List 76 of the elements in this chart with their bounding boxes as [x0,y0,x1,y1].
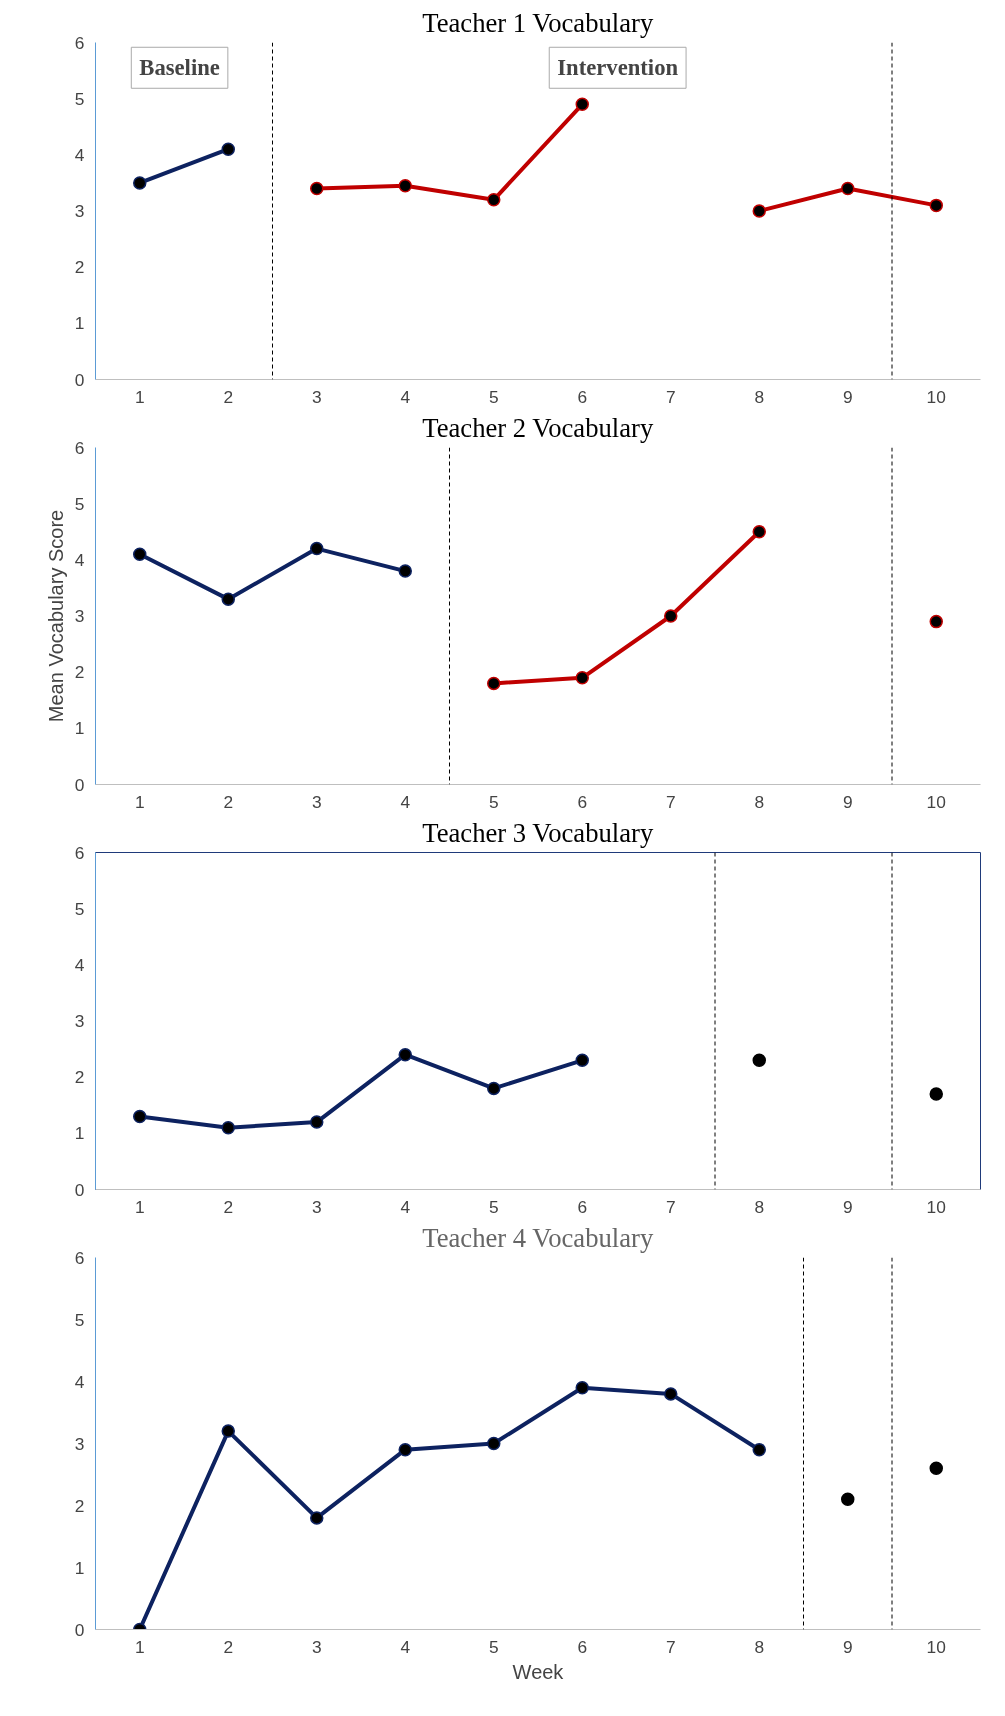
x-tick-label: 7 [665,386,676,407]
x-tick-label: 5 [488,1196,499,1217]
x-tick-label: 9 [842,1196,853,1217]
x-tick-label: 9 [842,386,853,407]
y-tick-label: 6 [74,842,85,863]
x-tick-label: 2 [223,791,234,812]
x-tick-label: 8 [754,791,765,812]
y-tick-label: 1 [74,718,85,739]
x-tick-label: 6 [577,1636,588,1657]
y-tick-label: 0 [74,774,85,795]
x-axis-title: Week [512,1660,565,1683]
y-tick-label: 2 [74,257,85,278]
x-tick-label: 3 [311,386,322,407]
y-tick-label: 0 [74,1179,85,1200]
y-tick-label: 3 [74,1011,85,1031]
y-tick-label: 1 [74,1557,85,1578]
x-tick-label: 8 [754,1196,765,1217]
x-tick-label: 7 [665,1636,676,1657]
x-tick-label: 5 [488,386,499,407]
y-tick-label: 4 [74,1371,85,1392]
y-tick-label: 0 [74,1619,85,1640]
x-tick-label: 10 [926,386,946,407]
x-tick-label: 4 [400,1196,411,1217]
x-tick-label: 4 [400,791,411,812]
x-tick-label: 2 [223,1636,234,1657]
annotation: Baseline [139,55,220,81]
x-tick-label: 4 [400,1636,411,1657]
y-tick-label: 4 [74,954,85,975]
y-tick-label: 3 [74,606,85,626]
x-tick-label: 5 [488,1636,499,1657]
y-tick-label: 1 [74,1123,85,1144]
x-tick-label: 1 [134,791,145,812]
x-tick-label: 9 [842,791,853,812]
y-tick-label: 3 [74,201,85,221]
chart-title: Teacher 3 Vocabulary [422,817,654,848]
x-tick-label: 8 [754,386,765,407]
x-tick-label: 3 [311,1636,322,1657]
y-tick-label: 2 [74,1067,85,1088]
annotation: Intervention [557,55,679,81]
x-tick-label: 7 [665,1196,676,1217]
x-tick-label: 1 [134,1636,145,1657]
chart-title: Teacher 4 Vocabulary [422,1222,654,1253]
y-tick-label: 4 [74,549,85,570]
y-tick-label: 3 [74,1433,85,1454]
x-tick-label: 2 [223,386,234,407]
x-tick-label: 10 [926,1636,946,1657]
x-tick-label: 6 [577,1196,588,1217]
y-tick-label: 5 [74,493,85,514]
y-tick-label: 6 [74,1247,85,1268]
chart-title: Teacher 1 Vocabulary [422,7,654,38]
x-tick-label: 3 [311,1196,322,1217]
x-tick-label: 10 [926,791,946,812]
chart-title: Teacher 2 Vocabulary [422,412,654,443]
y-axis-title: Mean Vocabulary Score [44,509,67,723]
x-tick-label: 5 [488,791,499,812]
x-tick-label: 10 [926,1196,946,1217]
y-tick-label: 6 [74,437,85,458]
y-tick-label: 5 [74,898,85,919]
y-tick-label: 4 [74,144,85,165]
x-tick-label: 2 [223,1196,234,1217]
y-tick-label: 5 [74,1309,85,1330]
y-tick-label: 6 [74,32,85,53]
x-tick-label: 3 [311,791,322,812]
y-tick-label: 2 [74,1495,85,1516]
y-tick-label: 2 [74,662,85,683]
x-tick-label: 6 [577,386,588,407]
x-tick-label: 1 [134,386,145,407]
x-tick-label: 9 [842,1636,853,1657]
y-tick-label: 0 [74,369,85,390]
x-tick-label: 8 [754,1636,765,1657]
x-tick-label: 7 [665,791,676,812]
x-tick-label: 6 [577,791,588,812]
y-tick-label: 5 [74,88,85,109]
x-tick-label: 1 [134,1196,145,1217]
y-tick-label: 1 [74,313,85,334]
x-tick-label: 4 [400,386,411,407]
